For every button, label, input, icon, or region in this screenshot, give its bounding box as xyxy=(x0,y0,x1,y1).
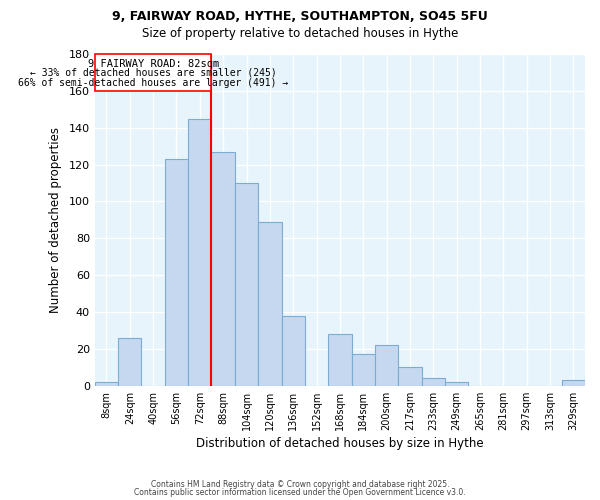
Text: Size of property relative to detached houses in Hythe: Size of property relative to detached ho… xyxy=(142,28,458,40)
Text: 66% of semi-detached houses are larger (491) →: 66% of semi-detached houses are larger (… xyxy=(18,78,288,88)
Text: 9, FAIRWAY ROAD, HYTHE, SOUTHAMPTON, SO45 5FU: 9, FAIRWAY ROAD, HYTHE, SOUTHAMPTON, SO4… xyxy=(112,10,488,23)
Bar xyxy=(165,159,188,386)
Bar xyxy=(95,382,118,386)
Bar xyxy=(352,354,375,386)
Text: 9 FAIRWAY ROAD: 82sqm: 9 FAIRWAY ROAD: 82sqm xyxy=(88,58,219,68)
Bar xyxy=(235,183,258,386)
Bar xyxy=(281,316,305,386)
Bar xyxy=(375,346,398,386)
Bar xyxy=(211,152,235,386)
Bar xyxy=(95,54,211,91)
Text: ← 33% of detached houses are smaller (245): ← 33% of detached houses are smaller (24… xyxy=(30,68,277,78)
Text: Contains public sector information licensed under the Open Government Licence v3: Contains public sector information licen… xyxy=(134,488,466,497)
Bar xyxy=(188,118,211,386)
Bar xyxy=(445,382,468,386)
Bar xyxy=(118,338,142,386)
Bar xyxy=(398,368,422,386)
Bar xyxy=(422,378,445,386)
Text: Contains HM Land Registry data © Crown copyright and database right 2025.: Contains HM Land Registry data © Crown c… xyxy=(151,480,449,489)
X-axis label: Distribution of detached houses by size in Hythe: Distribution of detached houses by size … xyxy=(196,437,484,450)
Bar xyxy=(328,334,352,386)
Y-axis label: Number of detached properties: Number of detached properties xyxy=(49,127,62,313)
Bar xyxy=(562,380,585,386)
Bar xyxy=(258,222,281,386)
